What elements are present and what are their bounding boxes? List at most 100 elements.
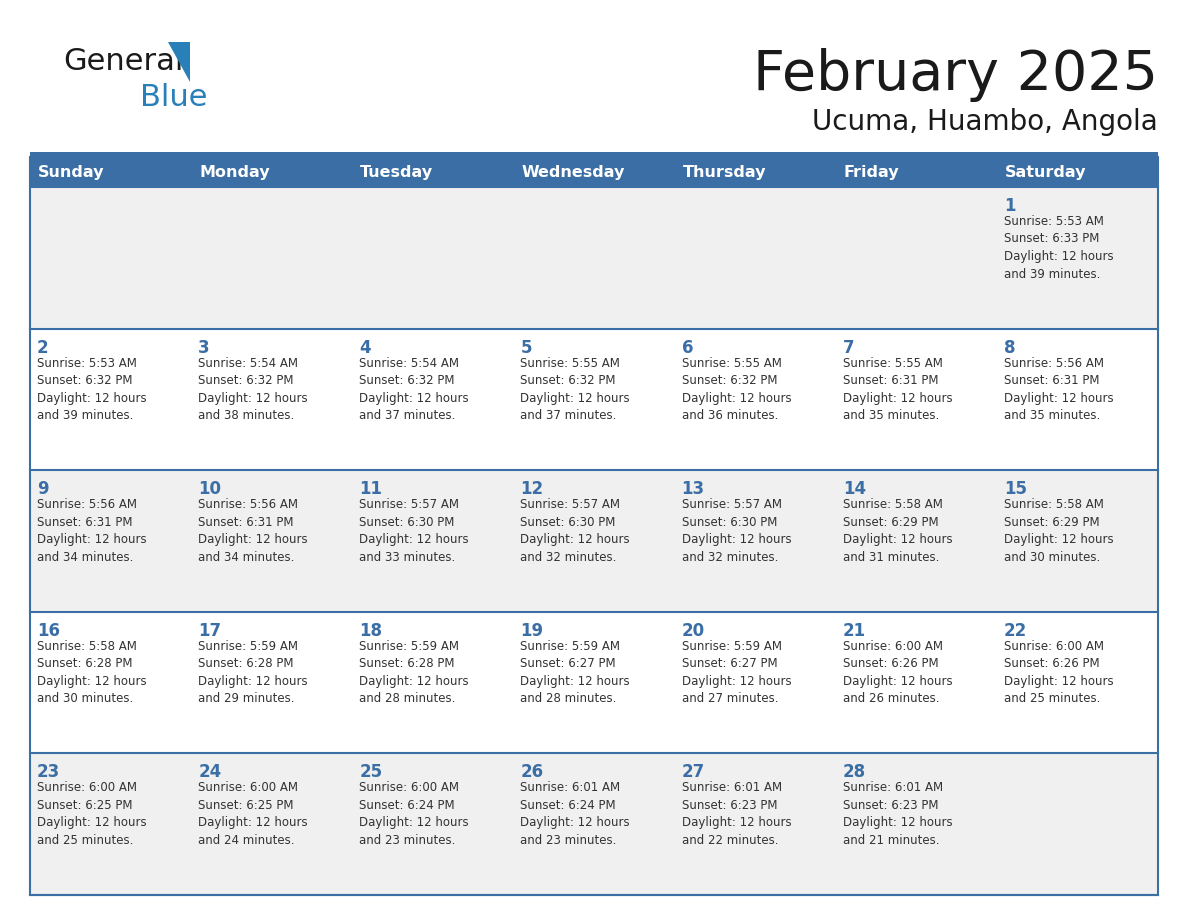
Bar [835,329,997,470]
Text: Sunrise: 5:53 AM
Sunset: 6:32 PM
Daylight: 12 hours
and 39 minutes.: Sunrise: 5:53 AM Sunset: 6:32 PM Dayligh… [37,356,146,422]
Text: Sunrise: 5:59 AM
Sunset: 6:28 PM
Daylight: 12 hours
and 28 minutes.: Sunrise: 5:59 AM Sunset: 6:28 PM Dayligh… [359,640,469,705]
Bar [675,157,835,187]
Bar [997,611,1158,754]
Text: Ucuma, Huambo, Angola: Ucuma, Huambo, Angola [813,108,1158,136]
Bar [353,754,513,895]
Text: 19: 19 [520,621,544,640]
Text: 4: 4 [359,339,371,356]
Bar [191,754,353,895]
Bar [513,157,675,187]
Bar [997,329,1158,470]
Text: Sunrise: 5:56 AM
Sunset: 6:31 PM
Daylight: 12 hours
and 34 minutes.: Sunrise: 5:56 AM Sunset: 6:31 PM Dayligh… [37,498,146,564]
Text: 27: 27 [682,764,704,781]
Text: 8: 8 [1004,339,1016,356]
Text: Sunrise: 5:54 AM
Sunset: 6:32 PM
Daylight: 12 hours
and 37 minutes.: Sunrise: 5:54 AM Sunset: 6:32 PM Dayligh… [359,356,469,422]
Text: 12: 12 [520,480,544,498]
Bar [30,157,1158,895]
Bar [513,470,675,611]
Bar [30,329,191,470]
Text: 11: 11 [359,480,383,498]
Text: 6: 6 [682,339,693,356]
Text: 21: 21 [842,621,866,640]
Text: 10: 10 [198,480,221,498]
Text: Sunrise: 5:55 AM
Sunset: 6:31 PM
Daylight: 12 hours
and 35 minutes.: Sunrise: 5:55 AM Sunset: 6:31 PM Dayligh… [842,356,953,422]
Bar [997,187,1158,329]
Text: 23: 23 [37,764,61,781]
Bar [675,187,835,329]
Bar [191,157,353,187]
Text: General: General [63,48,183,76]
Bar [191,611,353,754]
Bar [835,157,997,187]
Text: Friday: Friday [843,164,899,180]
Text: 2: 2 [37,339,49,356]
Bar [353,157,513,187]
Bar [191,187,353,329]
Text: Sunrise: 6:01 AM
Sunset: 6:23 PM
Daylight: 12 hours
and 21 minutes.: Sunrise: 6:01 AM Sunset: 6:23 PM Dayligh… [842,781,953,847]
Text: 15: 15 [1004,480,1026,498]
Text: 26: 26 [520,764,544,781]
Text: February 2025: February 2025 [753,48,1158,102]
Text: 16: 16 [37,621,61,640]
Bar [353,329,513,470]
Bar [835,611,997,754]
Text: Sunrise: 5:56 AM
Sunset: 6:31 PM
Daylight: 12 hours
and 34 minutes.: Sunrise: 5:56 AM Sunset: 6:31 PM Dayligh… [198,498,308,564]
Text: Tuesday: Tuesday [360,164,434,180]
Bar [30,470,191,611]
Bar [997,470,1158,611]
Text: 22: 22 [1004,621,1028,640]
Text: 24: 24 [198,764,221,781]
Bar [675,470,835,611]
Text: Sunday: Sunday [38,164,105,180]
Text: 3: 3 [198,339,210,356]
Bar [675,754,835,895]
Text: 1: 1 [1004,197,1016,215]
Bar [30,611,191,754]
Bar [353,470,513,611]
Bar [513,611,675,754]
Bar [997,754,1158,895]
Bar [835,187,997,329]
Bar [997,157,1158,187]
Text: 18: 18 [359,621,383,640]
Bar [835,470,997,611]
Text: Sunrise: 6:00 AM
Sunset: 6:24 PM
Daylight: 12 hours
and 23 minutes.: Sunrise: 6:00 AM Sunset: 6:24 PM Dayligh… [359,781,469,847]
Text: 9: 9 [37,480,49,498]
Text: 13: 13 [682,480,704,498]
Text: Thursday: Thursday [683,164,766,180]
Text: Sunrise: 6:01 AM
Sunset: 6:24 PM
Daylight: 12 hours
and 23 minutes.: Sunrise: 6:01 AM Sunset: 6:24 PM Dayligh… [520,781,630,847]
Text: Sunrise: 6:00 AM
Sunset: 6:26 PM
Daylight: 12 hours
and 25 minutes.: Sunrise: 6:00 AM Sunset: 6:26 PM Dayligh… [1004,640,1113,705]
Bar [191,470,353,611]
Bar [675,329,835,470]
Text: Blue: Blue [140,84,208,113]
Bar [30,157,191,187]
Text: Sunrise: 5:59 AM
Sunset: 6:28 PM
Daylight: 12 hours
and 29 minutes.: Sunrise: 5:59 AM Sunset: 6:28 PM Dayligh… [198,640,308,705]
Bar [353,187,513,329]
Text: Sunrise: 5:57 AM
Sunset: 6:30 PM
Daylight: 12 hours
and 32 minutes.: Sunrise: 5:57 AM Sunset: 6:30 PM Dayligh… [682,498,791,564]
Text: Sunrise: 5:59 AM
Sunset: 6:27 PM
Daylight: 12 hours
and 28 minutes.: Sunrise: 5:59 AM Sunset: 6:27 PM Dayligh… [520,640,630,705]
Bar [675,611,835,754]
Text: Sunrise: 5:55 AM
Sunset: 6:32 PM
Daylight: 12 hours
and 37 minutes.: Sunrise: 5:55 AM Sunset: 6:32 PM Dayligh… [520,356,630,422]
Text: 7: 7 [842,339,854,356]
Text: 14: 14 [842,480,866,498]
Text: 5: 5 [520,339,532,356]
Text: 28: 28 [842,764,866,781]
Text: Wednesday: Wednesday [522,164,625,180]
Bar [353,611,513,754]
Bar [513,187,675,329]
Text: Sunrise: 5:56 AM
Sunset: 6:31 PM
Daylight: 12 hours
and 35 minutes.: Sunrise: 5:56 AM Sunset: 6:31 PM Dayligh… [1004,356,1113,422]
Text: Sunrise: 5:57 AM
Sunset: 6:30 PM
Daylight: 12 hours
and 33 minutes.: Sunrise: 5:57 AM Sunset: 6:30 PM Dayligh… [359,498,469,564]
Bar [835,754,997,895]
Text: 20: 20 [682,621,704,640]
Bar [513,754,675,895]
Text: Monday: Monday [200,164,270,180]
Text: Sunrise: 5:55 AM
Sunset: 6:32 PM
Daylight: 12 hours
and 36 minutes.: Sunrise: 5:55 AM Sunset: 6:32 PM Dayligh… [682,356,791,422]
Bar [513,329,675,470]
Text: Saturday: Saturday [1005,164,1086,180]
Text: Sunrise: 6:00 AM
Sunset: 6:25 PM
Daylight: 12 hours
and 25 minutes.: Sunrise: 6:00 AM Sunset: 6:25 PM Dayligh… [37,781,146,847]
Text: Sunrise: 5:54 AM
Sunset: 6:32 PM
Daylight: 12 hours
and 38 minutes.: Sunrise: 5:54 AM Sunset: 6:32 PM Dayligh… [198,356,308,422]
Bar [191,329,353,470]
Bar [30,754,191,895]
Text: Sunrise: 5:53 AM
Sunset: 6:33 PM
Daylight: 12 hours
and 39 minutes.: Sunrise: 5:53 AM Sunset: 6:33 PM Dayligh… [1004,215,1113,281]
Text: 17: 17 [198,621,221,640]
